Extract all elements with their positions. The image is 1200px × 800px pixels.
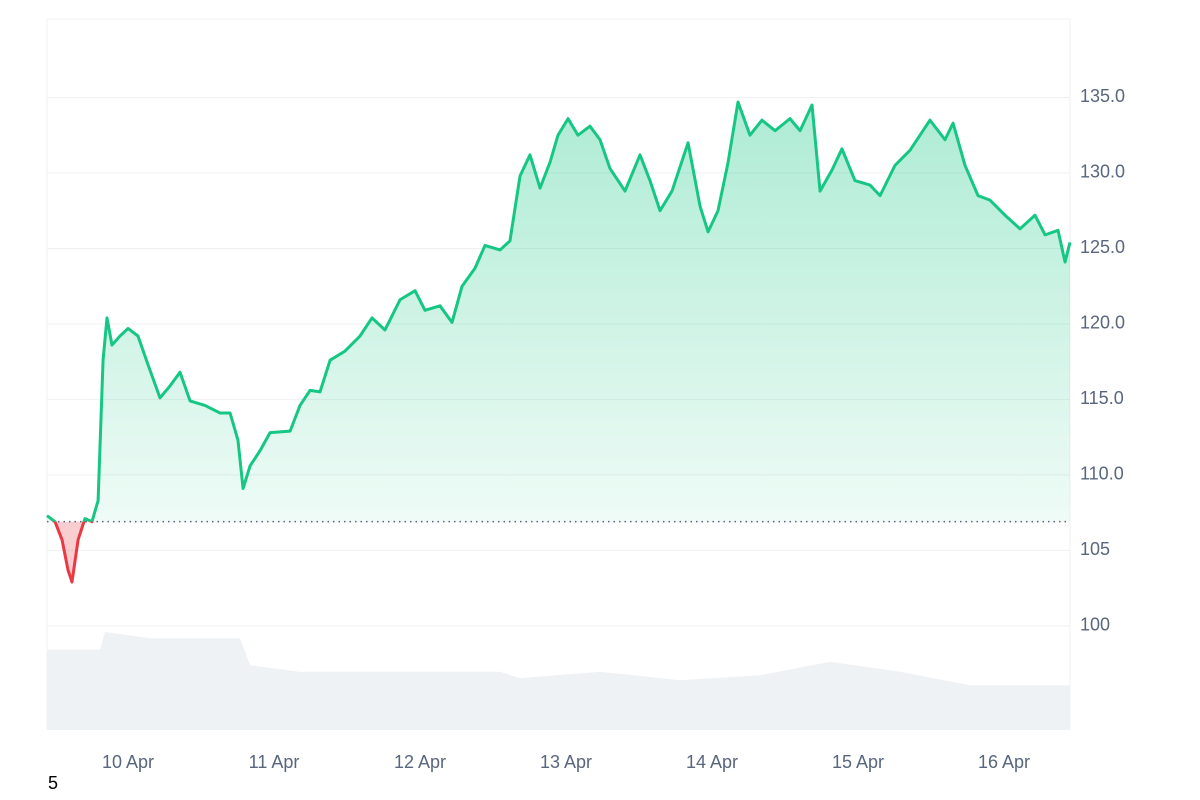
x-tick-label: 13 Apr — [540, 752, 592, 772]
area-up — [47, 102, 1070, 522]
price-line-up — [46, 100, 1072, 522]
y-tick-label: 135.0 — [1080, 86, 1125, 106]
y-tick-label: 125.0 — [1080, 237, 1125, 257]
y-tick-label: 130.0 — [1080, 162, 1125, 182]
x-tick-label: 15 Apr — [832, 752, 884, 772]
x-tick-label: 16 Apr — [978, 752, 1030, 772]
footer-text: 5 — [48, 773, 58, 793]
x-tick-label: 14 Apr — [686, 752, 738, 772]
x-tick-label: 11 Apr — [249, 752, 300, 772]
y-tick-label: 110.0 — [1080, 464, 1124, 484]
x-tick-label: 12 Apr — [394, 752, 446, 772]
volume-area — [47, 631, 1070, 730]
x-tick-label: 10 Apr — [102, 752, 154, 772]
y-tick-label: 120.0 — [1080, 313, 1125, 333]
y-tick-label: 105 — [1080, 539, 1110, 559]
y-tick-label: 100 — [1080, 615, 1110, 635]
y-tick-label: 115.0 — [1080, 388, 1124, 408]
